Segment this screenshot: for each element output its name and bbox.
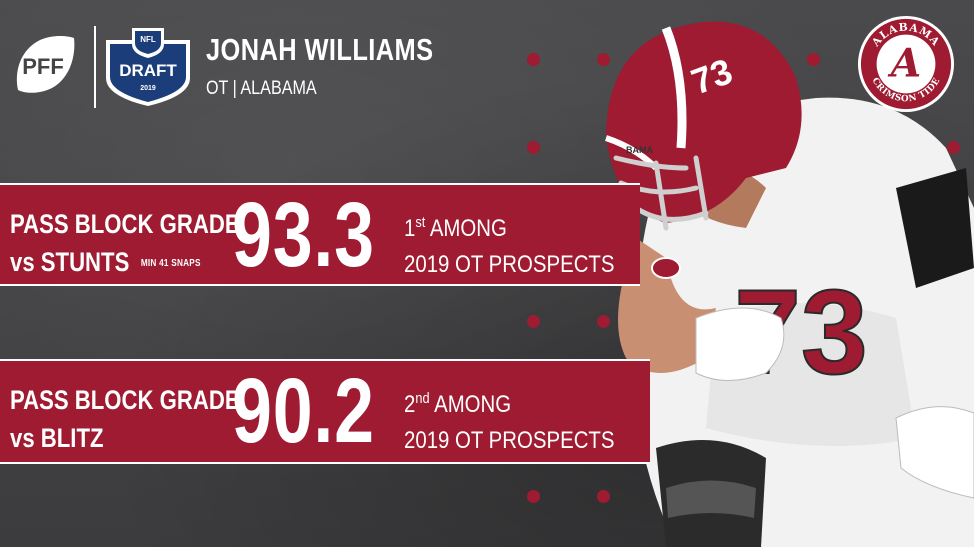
rank-suffix: nd [415,390,430,407]
pff-football-logo: PFF [16,36,75,93]
metric-label-line1: PASS BLOCK GRADE [10,209,240,239]
dot [947,141,960,154]
draft-year-text: 2019 [140,85,156,92]
header-divider [94,26,96,108]
dot [807,53,820,66]
rank-group: 2019 OT PROSPECTS [404,251,615,278]
dot [527,53,540,66]
player-name: JONAH WILLIAMS [206,32,434,67]
pff-text: PFF [22,54,64,79]
player-photo: 73 73 BAMA [605,21,974,547]
metric-value: 93.3 [232,184,375,286]
nfl-text: NFL [140,35,156,44]
metric-label-line2: vs BLITZ [10,423,104,453]
dot [597,53,610,66]
metric-note: MIN 41 SNAPS [140,257,201,269]
metric-rank: 1st AMONG 2019 OT PROSPECTS [404,205,615,283]
metric-label-line1: PASS BLOCK GRADE [10,385,240,415]
rank-suffix: st [415,214,426,231]
metric-label-line2: vs STUNTS [10,247,130,277]
nfl-draft-logo: NFL DRAFT 2019 [106,28,190,106]
dot [597,315,610,328]
rank-text: AMONG [429,215,507,242]
rank-number: 2 [404,391,416,418]
dot [527,315,540,328]
metric-label: PASS BLOCK GRADE vs STUNTS MIN 41 SNAPS [10,205,240,283]
logo-letter: A [887,41,921,87]
dot [527,490,540,503]
metric-rank: 2nd AMONG 2019 OT PROSPECTS [404,381,615,459]
metric-band-blitz: PASS BLOCK GRADE vs BLITZ 90.2 2nd AMONG… [0,359,650,464]
rank-group: 2019 OT PROSPECTS [404,427,615,454]
dot [597,490,610,503]
metric-label: PASS BLOCK GRADE vs BLITZ [10,381,240,457]
helmet-bama-text: BAMA [626,145,653,155]
alabama-crimson-tide-logo: ALABAMA CRIMSON TIDE A [857,15,955,113]
metric-value: 90.2 [232,360,375,462]
metric-band-stunts: PASS BLOCK GRADE vs STUNTS MIN 41 SNAPS 9… [0,183,640,286]
rank-text: AMONG [434,391,512,418]
draft-text: DRAFT [119,61,177,80]
player-position-school: OT | ALABAMA [206,78,317,99]
dot [527,141,540,154]
rank-number: 1 [404,215,416,242]
